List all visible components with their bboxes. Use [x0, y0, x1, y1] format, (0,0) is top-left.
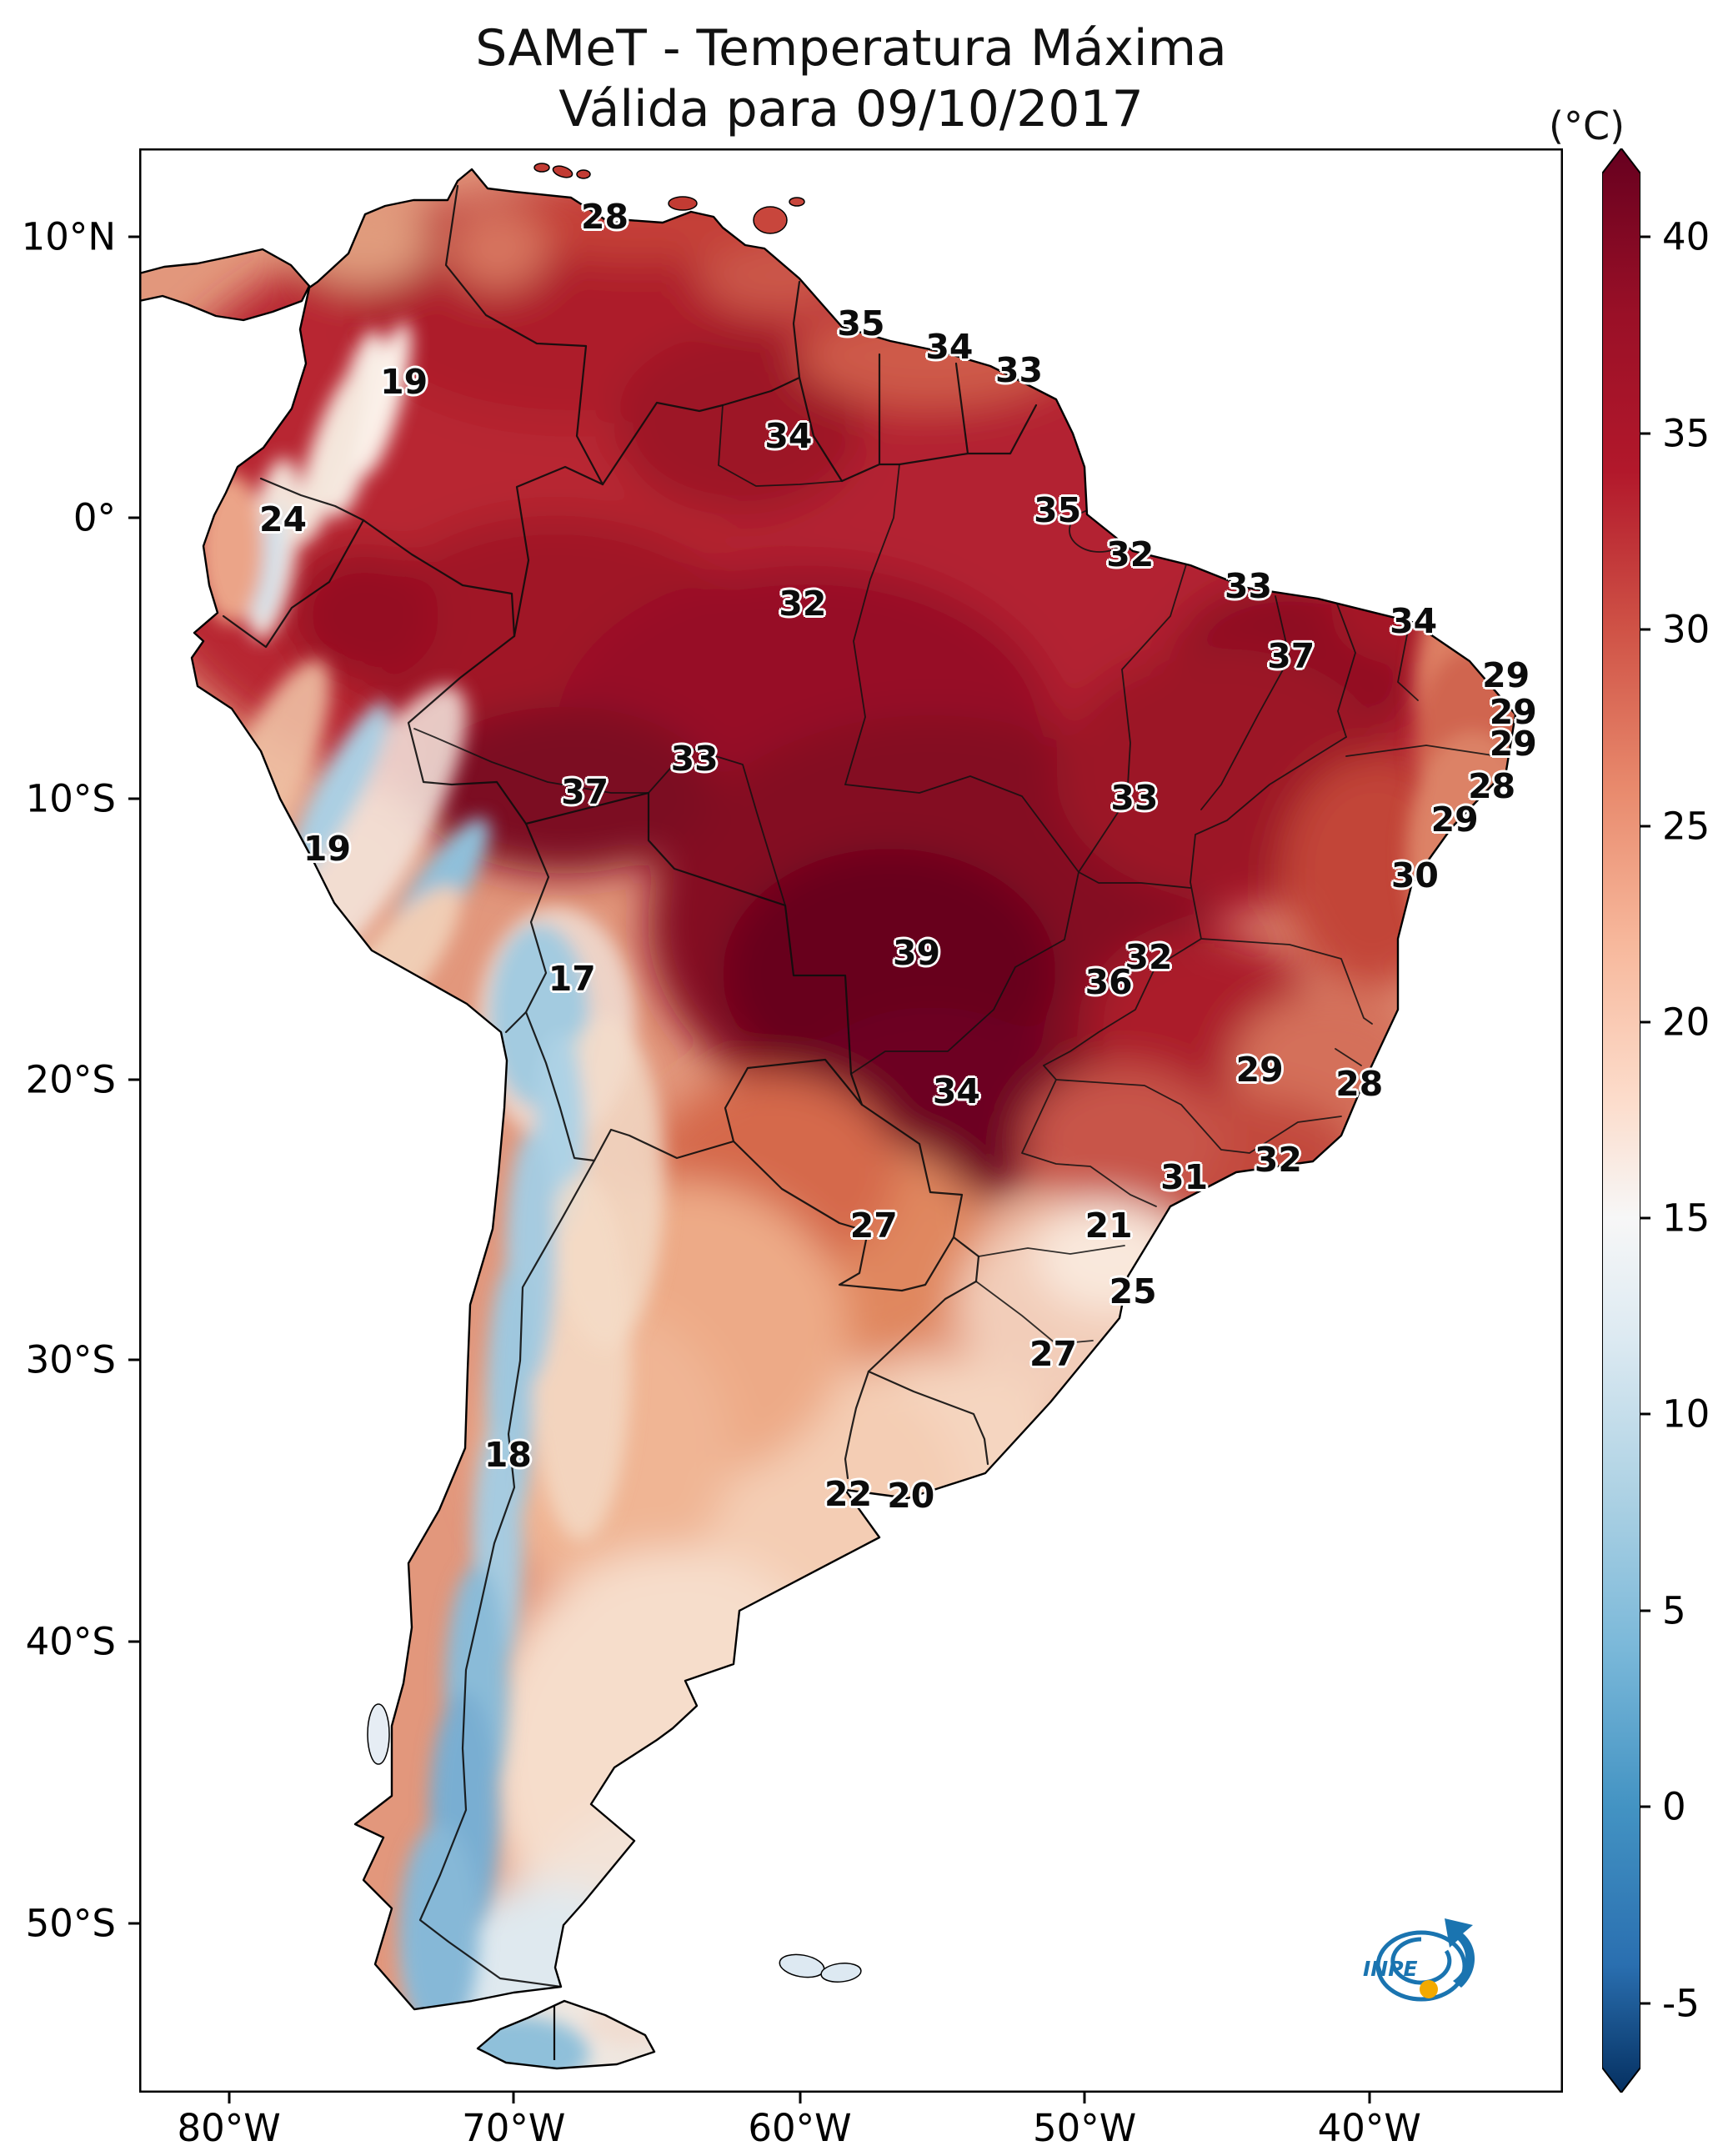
temperature-field: [139, 169, 1515, 2009]
colorbar-tick-mark: [1640, 825, 1650, 828]
islands: [367, 163, 862, 1983]
lat-tick-mark: [128, 1640, 139, 1643]
colorbar-tick-mark: [1640, 432, 1650, 435]
plot-frame: [139, 148, 1563, 2093]
lon-tick-mark: [799, 2093, 801, 2103]
lat-tick-mark: [128, 235, 139, 238]
chart-title-block: SAMeT - Temperatura Máxima Válida para 0…: [139, 18, 1563, 140]
colorbar-ticks: 40 35 30 25 20 15 10 5 0 -5: [1640, 148, 1723, 2093]
lon-tick-label: 80°W: [177, 2106, 281, 2150]
chart-subtitle: Válida para 09/10/2017: [558, 80, 1144, 139]
colorbar-tick-label: 15: [1662, 1196, 1710, 1241]
lat-tick-mark: [128, 516, 139, 519]
latitude-axis: 10°N 0° 10°S 20°S 30°S 40°S 50°S: [0, 148, 139, 2093]
colorbar-tick-mark: [1640, 628, 1650, 631]
colorbar: [1602, 148, 1640, 2093]
state-borders: [413, 404, 1499, 1345]
coastline: [139, 168, 1517, 2070]
colorbar-tick-mark: [1640, 235, 1650, 238]
map-svg: INPE: [139, 148, 1563, 2093]
colorbar-tick-mark: [1640, 2002, 1650, 2005]
colorbar-tick-mark: [1640, 1216, 1650, 1220]
map-plot-area: INPE 28 35 34 33 19 34 24 35 32 33 32 34 37 29 29 29 33 2…: [139, 148, 1563, 2093]
lat-tick-label: 20°S: [25, 1057, 116, 1102]
lat-tick-label: 10°S: [25, 776, 116, 821]
lon-tick-label: 70°W: [462, 2106, 566, 2150]
colorbar-tick-mark: [1640, 1805, 1650, 1808]
lon-tick-mark: [512, 2093, 515, 2103]
lon-tick-mark: [1083, 2093, 1086, 2103]
lat-tick-mark: [128, 797, 139, 800]
colorbar-tick-label: -5: [1662, 1981, 1700, 2026]
inpe-logo: INPE: [1363, 1918, 1475, 2002]
lon-tick-label: 60°W: [748, 2106, 852, 2150]
colorbar-bar: [1602, 148, 1640, 2093]
lat-tick-mark: [128, 1078, 139, 1081]
lon-tick-mark: [1368, 2093, 1371, 2103]
tierra-del-fuego: [478, 2001, 654, 2068]
colorbar-tick-label: 30: [1662, 607, 1710, 652]
colorbar-tick-label: 40: [1662, 214, 1710, 259]
colorbar-tick-label: 0: [1662, 1784, 1686, 1829]
lat-tick-label: 40°S: [25, 1619, 116, 1664]
inpe-logo-text: INPE: [1363, 1957, 1418, 1981]
colorbar-tick-label: 35: [1662, 411, 1710, 456]
lon-tick-label: 50°W: [1032, 2106, 1137, 2150]
lon-tick-label: 40°W: [1317, 2106, 1421, 2150]
colorbar-unit-label: (°C): [1549, 103, 1625, 148]
colorbar-tick-mark: [1640, 1412, 1650, 1416]
colorbar-tick-mark: [1640, 1020, 1650, 1024]
colorbar-tick-label: 5: [1662, 1588, 1686, 1633]
lat-tick-mark: [128, 1922, 139, 1925]
colorbar-tick-label: 20: [1662, 1000, 1710, 1045]
country-borders: [222, 184, 1038, 1988]
lat-tick-label: 50°S: [25, 1901, 116, 1946]
longitude-axis: 80°W 70°W 60°W 50°W 40°W: [139, 2093, 1563, 2156]
lat-tick-label: 10°N: [21, 214, 116, 259]
chart-title: SAMeT - Temperatura Máxima: [475, 19, 1227, 78]
lat-tick-mark: [128, 1358, 139, 1361]
colorbar-tick-mark: [1640, 1609, 1650, 1612]
colorbar-tick-label: 25: [1662, 804, 1710, 849]
lat-tick-label: 30°S: [25, 1337, 116, 1382]
lat-tick-label: 0°: [73, 495, 116, 540]
colorbar-tick-label: 10: [1662, 1391, 1710, 1436]
lon-tick-mark: [228, 2093, 231, 2103]
